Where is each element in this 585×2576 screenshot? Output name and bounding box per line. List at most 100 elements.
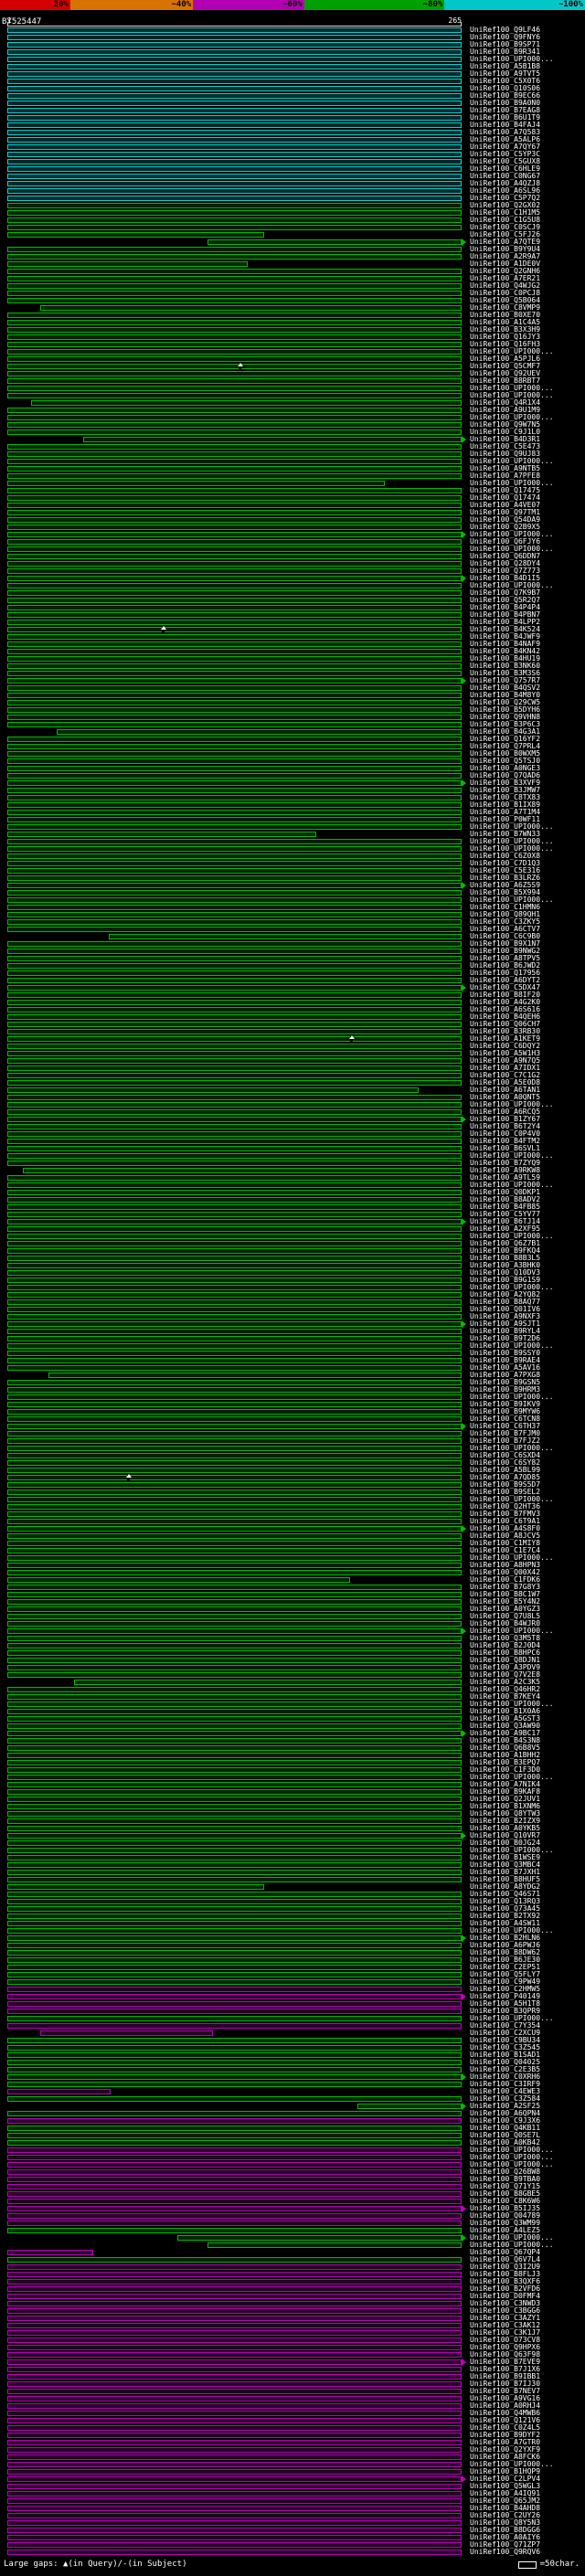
hit-bar[interactable] [7, 232, 265, 238]
hit-bar[interactable] [7, 71, 462, 77]
hit-bar[interactable] [7, 1146, 462, 1151]
hit-bar[interactable] [7, 1351, 462, 1356]
hit-bar[interactable] [7, 2228, 462, 2233]
hit-bar[interactable] [7, 2411, 462, 2416]
hit-bar[interactable] [7, 2549, 462, 2555]
hit-bar[interactable] [7, 320, 462, 325]
hit-bar[interactable] [7, 1884, 265, 1890]
hit-bar[interactable] [7, 963, 462, 969]
hit-bar[interactable] [7, 832, 316, 837]
hit-bar[interactable] [7, 1197, 462, 1203]
hit-bar[interactable] [7, 291, 462, 296]
hit-bar[interactable] [7, 86, 462, 91]
hit-bar[interactable] [7, 1782, 462, 1787]
hit-bar[interactable] [7, 1789, 462, 1795]
hit-bar[interactable] [7, 1592, 462, 1597]
hit-bar[interactable] [7, 473, 462, 479]
hit-bar[interactable] [7, 196, 462, 201]
hit-bar[interactable] [7, 1226, 462, 1232]
hit-bar[interactable] [7, 2476, 462, 2482]
hit-bar[interactable] [7, 1453, 462, 1458]
hit-bar[interactable] [7, 1497, 462, 1502]
hit-bar[interactable] [7, 897, 462, 903]
hit-bar[interactable] [207, 2242, 462, 2248]
hit-bar[interactable] [7, 35, 462, 40]
hit-bar[interactable] [82, 437, 462, 442]
hit-bar[interactable] [7, 846, 462, 852]
hit-bar[interactable] [7, 2294, 462, 2299]
hit-bar[interactable] [7, 2418, 462, 2423]
hit-bar[interactable] [7, 2520, 462, 2526]
hit-bar[interactable] [7, 2125, 462, 2131]
hit-bar[interactable] [7, 1365, 462, 1371]
hit-bar[interactable] [7, 1212, 462, 1217]
hit-bar[interactable] [7, 810, 462, 815]
hit-bar[interactable] [7, 1906, 462, 1912]
hit-bar[interactable] [7, 656, 462, 662]
hit-bar[interactable] [7, 817, 462, 822]
hit-bar[interactable] [7, 488, 462, 493]
hit-bar[interactable] [7, 2352, 462, 2358]
hit-bar[interactable] [7, 1139, 462, 1144]
hit-bar[interactable] [7, 525, 462, 530]
hit-bar[interactable] [7, 451, 462, 457]
hit-bar[interactable] [7, 1840, 462, 1846]
hit-bar[interactable] [7, 1446, 462, 1451]
hit-bar[interactable] [7, 2367, 462, 2372]
hit-bar[interactable] [7, 1124, 462, 1129]
hit-bar[interactable] [7, 1270, 462, 1276]
hit-bar[interactable] [7, 42, 462, 48]
hit-bar[interactable] [7, 949, 462, 954]
hit-bar[interactable] [7, 429, 462, 435]
hit-bar[interactable] [7, 27, 462, 33]
hit-bar[interactable] [7, 57, 462, 62]
hit-bar[interactable] [7, 1628, 462, 1634]
hit-bar[interactable] [7, 517, 462, 523]
hit-bar[interactable] [7, 217, 462, 223]
hit-bar[interactable] [7, 1394, 462, 1400]
hit-bar[interactable] [7, 1263, 462, 1268]
hit-bar[interactable] [7, 2301, 462, 2306]
hit-bar[interactable] [7, 2330, 462, 2336]
hit-bar[interactable] [7, 261, 248, 267]
hit-bar[interactable] [7, 978, 462, 983]
hit-bar[interactable] [7, 2433, 462, 2438]
hit-bar[interactable] [7, 788, 462, 793]
hit-bar[interactable] [7, 1409, 462, 1415]
hit-bar[interactable] [7, 1204, 462, 1210]
hit-bar[interactable] [7, 2374, 462, 2380]
hit-bar[interactable] [207, 239, 462, 245]
hit-bar[interactable] [7, 495, 462, 501]
hit-bar[interactable] [7, 678, 462, 684]
hit-bar[interactable] [7, 356, 462, 362]
hit-bar[interactable] [7, 568, 462, 574]
hit-bar[interactable] [7, 1745, 462, 1751]
hit-bar[interactable] [7, 2221, 462, 2226]
hit-bar[interactable] [7, 685, 462, 691]
hit-bar[interactable] [7, 1899, 462, 1904]
hit-bar[interactable] [7, 2425, 462, 2431]
hit-bar[interactable] [7, 693, 462, 698]
hit-bar[interactable] [7, 152, 462, 157]
hit-bar[interactable] [7, 510, 462, 515]
hit-bar[interactable] [7, 188, 462, 194]
hit-bar[interactable] [7, 1131, 462, 1137]
hit-bar[interactable] [7, 203, 462, 208]
hit-bar[interactable] [7, 773, 462, 779]
hit-bar[interactable] [7, 1723, 462, 1729]
hit-bar[interactable] [7, 1065, 462, 1071]
hit-bar[interactable] [7, 174, 462, 179]
hit-bar[interactable] [7, 130, 462, 135]
hit-bar[interactable] [7, 79, 462, 84]
hit-bar[interactable] [7, 2162, 462, 2168]
hit-bar[interactable] [7, 2381, 462, 2387]
hit-bar[interactable] [7, 2177, 462, 2182]
hit-bar[interactable] [7, 2359, 462, 2365]
hit-bar[interactable] [7, 137, 462, 143]
hit-bar[interactable] [7, 824, 462, 830]
hit-bar[interactable] [7, 1504, 462, 1510]
hit-bar[interactable] [7, 737, 462, 742]
hit-bar[interactable] [7, 839, 462, 844]
hit-bar[interactable] [7, 2264, 462, 2270]
hit-bar[interactable] [7, 276, 462, 281]
